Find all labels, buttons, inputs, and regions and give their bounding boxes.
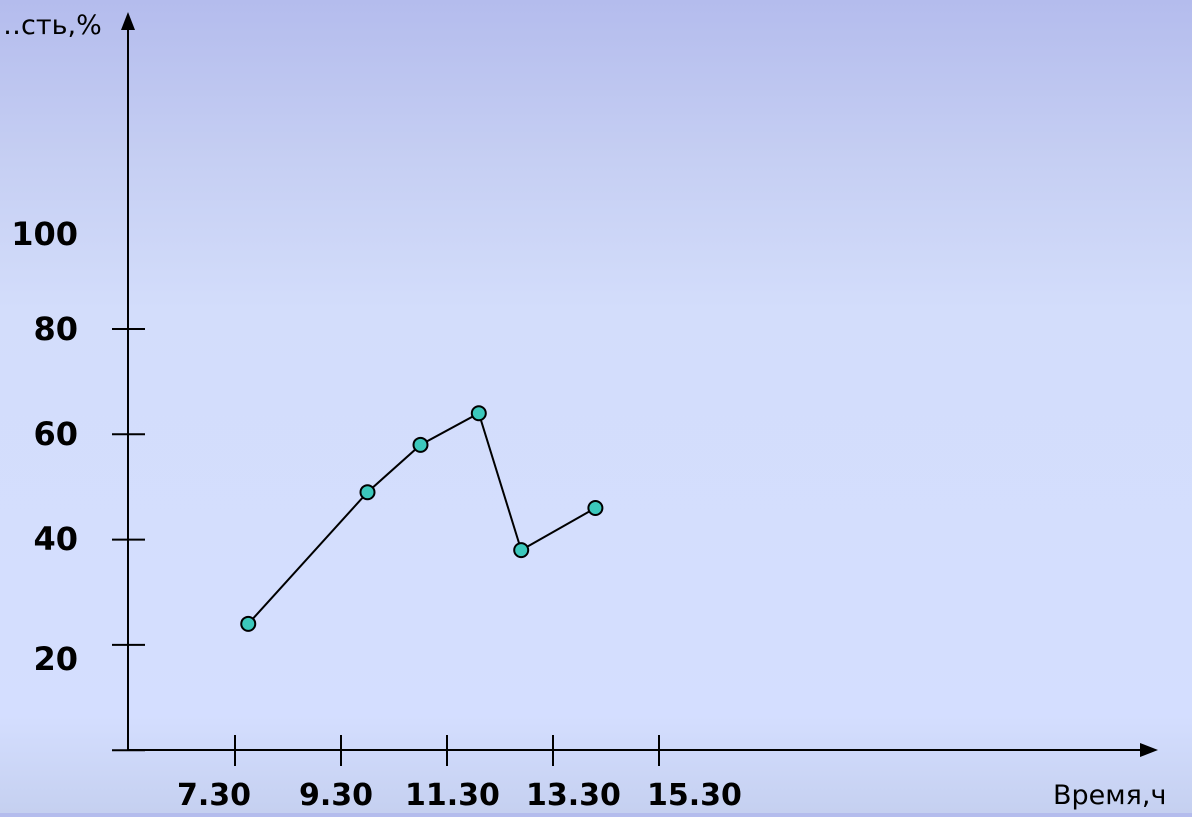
- data-point-5: [587, 500, 604, 517]
- y-tick-label-60: 60: [33, 415, 78, 453]
- x-tick-label-7-30: 7.30: [177, 778, 252, 813]
- x-tick-label-13-30: 13.30: [526, 778, 621, 813]
- y-axis-arrow: [121, 12, 135, 30]
- data-point-3: [470, 405, 487, 422]
- data-point-4: [513, 542, 530, 559]
- data-point-0: [240, 615, 257, 632]
- y-tick-label-80: 80: [33, 310, 78, 348]
- x-tick-label-11-30: 11.30: [405, 778, 500, 813]
- data-point-1: [359, 484, 376, 501]
- x-axis-arrow: [1140, 743, 1158, 757]
- y-axis-title: …сть,%: [0, 10, 102, 41]
- y-tick-label-40: 40: [33, 520, 78, 558]
- x-tick-label-15-30: 15.30: [647, 778, 742, 813]
- data-point-2: [412, 436, 429, 453]
- x-tick-label-9-30: 9.30: [299, 778, 374, 813]
- y-tick-label-20: 20: [33, 640, 78, 678]
- y-tick-label-100: 100: [11, 215, 78, 253]
- x-axis-title: Время,ч: [1053, 780, 1167, 811]
- series-line: [247, 411, 596, 625]
